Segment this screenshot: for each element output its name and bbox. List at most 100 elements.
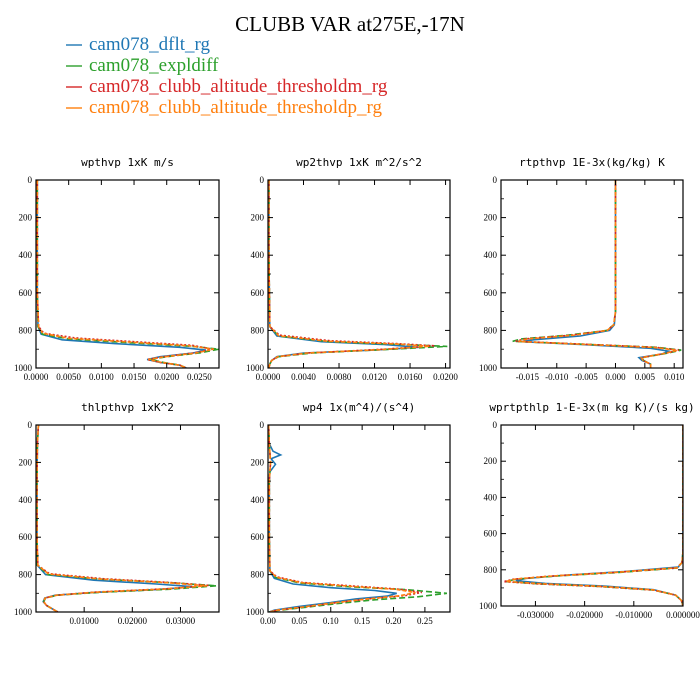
y-tick-label: 400 xyxy=(484,250,498,260)
y-tick-label: 600 xyxy=(484,288,498,298)
series-line xyxy=(515,425,683,606)
y-tick-label: 600 xyxy=(19,288,33,298)
curves xyxy=(36,425,217,612)
y-tick-label: 200 xyxy=(19,213,33,223)
y-tick-label: 0 xyxy=(28,175,33,185)
x-tick-label: 0.0120 xyxy=(362,372,387,382)
curves xyxy=(268,425,447,612)
x-tick-label: 0.0160 xyxy=(398,372,423,382)
y-tick-label: 1000 xyxy=(14,607,33,617)
y-tick-label: 600 xyxy=(19,532,33,542)
y-tick-label: 600 xyxy=(251,288,265,298)
panel-title: wpthvp 1xK m/s xyxy=(81,156,174,169)
y-tick-label: 800 xyxy=(251,325,265,335)
panel-1: wpthvp 1xK m/s 0 200 400 600 800 10000.0000 0.0… xyxy=(14,156,220,382)
panel-3: rtpthvp 1E-3x(kg/kg) K 0 200 400 600 800 1000 -… xyxy=(479,156,685,382)
panel-4: thlpthvp 1xK^2 0 200 400 600 800 1000 0.01000 0.… xyxy=(14,401,220,626)
x-tick-label: -0.010 xyxy=(545,372,569,382)
y-tick-label: 800 xyxy=(19,570,33,580)
series-line xyxy=(36,180,207,368)
legend-entry: cam078_clubb_altitude_thresholdm_rg xyxy=(89,76,388,97)
panel-2: wp2thvp 1xK m^2/s^2020040060080010000.00… xyxy=(246,156,458,382)
x-tick-label: 0.0200 xyxy=(433,372,458,382)
y-tick-label: 1000 xyxy=(479,601,498,611)
y-tick-label: 400 xyxy=(251,495,265,505)
x-tick-label: 0.0200 xyxy=(154,372,179,382)
series-line xyxy=(505,425,683,606)
x-tick-label: 0.15 xyxy=(354,616,370,626)
x-tick-label: 0.0000 xyxy=(256,372,281,382)
x-tick-label: 0.0150 xyxy=(122,372,147,382)
series-line xyxy=(505,425,683,606)
x-tick-label: 0.0250 xyxy=(187,372,212,382)
x-tick-label: -0.010000 xyxy=(615,610,652,620)
legend-entry: cam078_clubb_altitude_thresholdp_rg xyxy=(89,97,383,118)
y-tick-label: 0 xyxy=(493,420,498,430)
figure-title: CLUBB VAR at275E,-17N xyxy=(235,12,465,36)
x-tick-label: 0.25 xyxy=(417,616,433,626)
y-tick-label: 1000 xyxy=(479,363,498,373)
y-tick-label: 200 xyxy=(484,213,498,223)
x-tick-label: 0.0050 xyxy=(56,372,81,382)
y-tick-label: 600 xyxy=(484,529,498,539)
y-tick-label: 1000 xyxy=(14,363,33,373)
legend: cam078_dflt_rgcam078_expldiffcam078_club… xyxy=(66,34,388,118)
curves xyxy=(268,180,448,368)
panel-title: thlpthvp 1xK^2 xyxy=(81,401,174,414)
y-tick-label: 0 xyxy=(493,175,498,185)
curves xyxy=(512,180,682,368)
x-tick-label: 0.02000 xyxy=(118,616,148,626)
y-tick-label: 800 xyxy=(19,325,33,335)
y-tick-label: 200 xyxy=(251,213,265,223)
panel-5: wp4 1x(m^4)/(s^4) 0 200 400 600 800 10000.00 0.… xyxy=(246,401,451,626)
y-tick-label: 1000 xyxy=(246,363,265,373)
x-tick-label: -0.005 xyxy=(575,372,599,382)
y-tick-label: 0 xyxy=(28,420,33,430)
x-tick-label: 0.05 xyxy=(292,616,308,626)
y-tick-label: 800 xyxy=(251,570,265,580)
panel-6: wprtpthlp 1-E-3x(m kg K)/(s kg) 0 200 400 60… xyxy=(479,401,700,620)
y-tick-label: 200 xyxy=(484,456,498,466)
x-tick-label: 0.0100 xyxy=(89,372,114,382)
legend-entry: cam078_dflt_rg xyxy=(89,34,211,55)
x-tick-label: -0.030000 xyxy=(517,610,554,620)
y-tick-label: 0 xyxy=(260,420,265,430)
series-line xyxy=(268,425,416,612)
x-tick-label: -0.020000 xyxy=(566,610,603,620)
x-tick-label: 0.0080 xyxy=(327,372,352,382)
panel-title: wp4 1x(m^4)/(s^4) xyxy=(303,401,416,414)
y-tick-label: 400 xyxy=(484,492,498,502)
panel-title: wp2thvp 1xK m^2/s^2 xyxy=(296,156,422,169)
x-tick-label: 0.20 xyxy=(386,616,402,626)
series-line xyxy=(521,180,671,368)
panel-title: rtpthvp 1E-3x(kg/kg) K xyxy=(519,156,665,169)
x-tick-label: 0.10 xyxy=(323,616,339,626)
y-tick-label: 800 xyxy=(484,325,498,335)
curves xyxy=(503,425,683,606)
plot-frame xyxy=(267,179,451,369)
series-line xyxy=(268,180,430,368)
x-tick-label: -0.015 xyxy=(516,372,540,382)
x-tick-label: 0.005 xyxy=(635,372,656,382)
y-tick-label: 400 xyxy=(19,495,33,505)
x-tick-label: 0.01000 xyxy=(70,616,100,626)
series-line xyxy=(268,180,419,368)
series-line xyxy=(268,425,397,612)
series-line xyxy=(268,180,448,368)
y-tick-label: 800 xyxy=(484,565,498,575)
y-tick-label: 400 xyxy=(251,250,265,260)
y-tick-label: 1000 xyxy=(246,607,265,617)
x-tick-label: 0.000 xyxy=(605,372,626,382)
y-tick-label: 600 xyxy=(251,532,265,542)
x-tick-label: 0.0000 xyxy=(24,372,49,382)
x-tick-label: 0.010 xyxy=(664,372,685,382)
y-tick-label: 0 xyxy=(260,175,265,185)
y-tick-label: 200 xyxy=(19,457,33,467)
x-tick-label: 0.0040 xyxy=(291,372,316,382)
x-tick-label: 0.00 xyxy=(260,616,276,626)
series-line xyxy=(268,180,435,368)
legend-entry: cam078_expldiff xyxy=(89,55,219,76)
y-tick-label: 400 xyxy=(19,250,33,260)
